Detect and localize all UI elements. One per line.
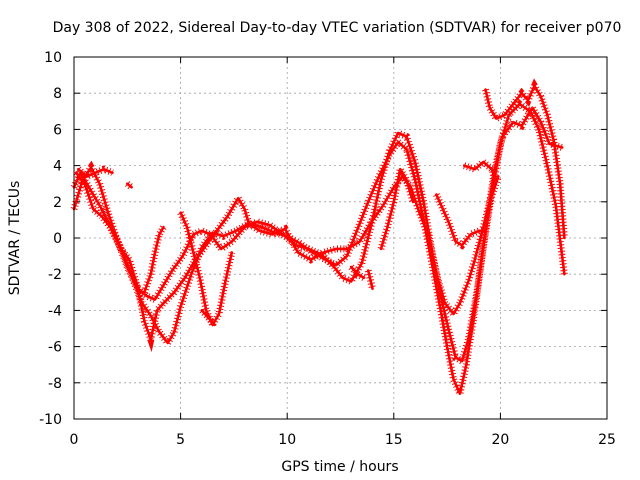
series-line-arc-2 xyxy=(72,106,564,363)
y-axis-label: SDTVAR / TECUs xyxy=(7,181,23,296)
series-line-arc-10 xyxy=(366,269,374,290)
series-line-arc-1 xyxy=(72,102,566,395)
series-line-arc-8 xyxy=(200,309,216,327)
x-tick-label: 10 xyxy=(278,432,296,448)
series-line-arc-4 xyxy=(77,167,114,178)
y-tick-label: -2 xyxy=(48,267,62,283)
series-line-arc-14 xyxy=(484,84,566,240)
series-line-arc-3 xyxy=(74,171,500,341)
y-tick-label: -4 xyxy=(48,303,62,319)
y-tick-label: 10 xyxy=(44,50,62,66)
data-series xyxy=(70,78,568,405)
series-line-arc-6 xyxy=(143,225,165,294)
y-tick-label: 4 xyxy=(53,159,62,175)
x-axis-label: GPS time / hours xyxy=(281,459,398,475)
x-tick-label: 15 xyxy=(385,432,403,448)
x-tick-label: 5 xyxy=(176,432,185,448)
series-line-arc-13 xyxy=(462,160,498,182)
y-tick-label: -10 xyxy=(39,412,62,428)
series-line-arc-11 xyxy=(379,167,415,251)
series-line-arc-9 xyxy=(349,265,366,280)
plot-frame xyxy=(73,56,608,420)
y-tick-label: 2 xyxy=(53,195,62,211)
x-tick-label: 25 xyxy=(598,432,616,448)
series-line-arc-5 xyxy=(126,182,133,189)
series-markers-arc-1 xyxy=(70,99,568,405)
series-line-arc-7 xyxy=(179,211,234,327)
y-tick-label: 6 xyxy=(53,122,62,138)
y-tick-label: -8 xyxy=(48,376,62,392)
y-tick-label: -6 xyxy=(48,340,62,356)
y-tick-label: 0 xyxy=(53,231,62,247)
x-tick-label: 0 xyxy=(70,432,79,448)
chart-title: Day 308 of 2022, Sidereal Day-to-day VTE… xyxy=(53,20,622,36)
x-tick-label: 20 xyxy=(491,432,509,448)
series-line-arc-12 xyxy=(435,193,487,247)
y-tick-label: 8 xyxy=(53,86,62,102)
